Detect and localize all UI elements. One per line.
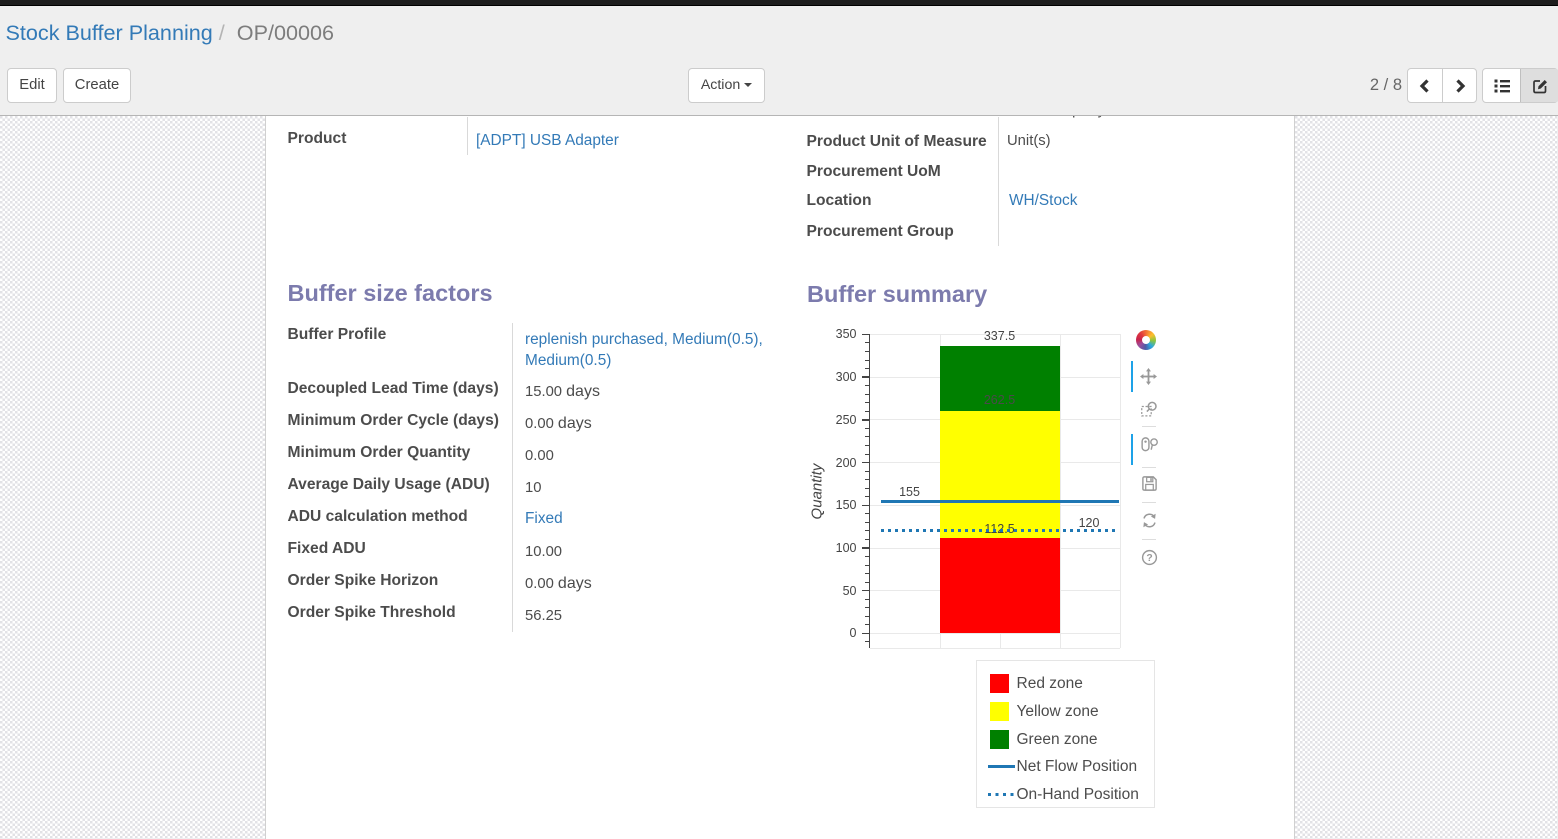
svg-text:?: ? — [1146, 553, 1152, 564]
